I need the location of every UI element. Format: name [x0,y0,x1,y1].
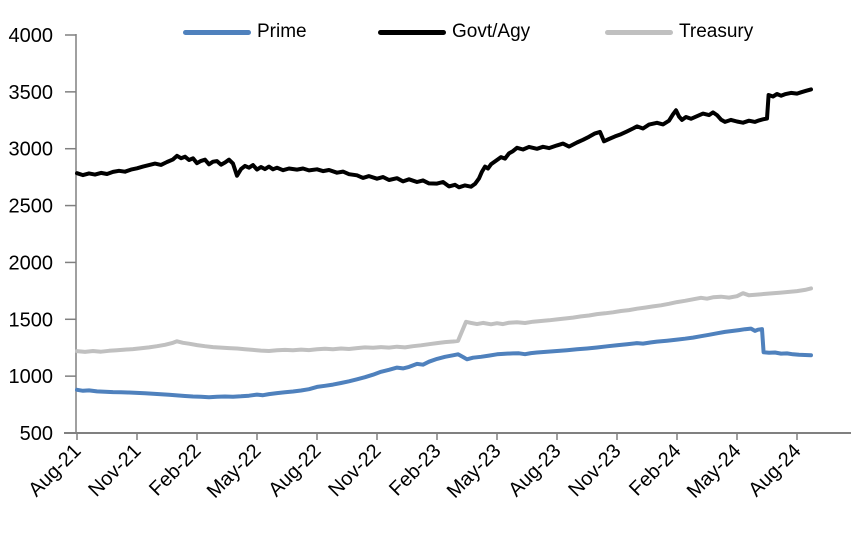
y-axis-label: 1000 [9,366,54,388]
legend-item-prime: Prime [183,20,307,44]
x-axis-label: Nov-22 [324,440,385,501]
legend-label-govt-agy: Govt/Agy [452,21,531,42]
x-axis-label: May-23 [443,440,506,503]
y-axis-label: 1500 [9,309,54,331]
legend-item-govt-agy: Govt/Agy [378,20,530,44]
y-axis-label: 3500 [9,82,54,104]
x-axis-label: Nov-21 [84,440,145,501]
y-axis-label: 2500 [9,196,54,218]
y-axis-label: 2000 [9,252,54,274]
x-axis-label: Feb-22 [145,440,205,500]
series-line-treasury [75,286,813,354]
y-axis-label: 3000 [9,139,54,161]
x-axis-label: Aug-21 [24,440,85,501]
x-axis-label: Aug-22 [264,440,325,501]
y-axis-label: 4000 [9,25,54,47]
govt-agy-line-sample [378,29,446,35]
x-axis-label: May-22 [203,440,266,503]
x-axis-label: Aug-24 [744,440,805,501]
chart-legend: Prime Govt/Agy Treasury [0,20,852,44]
x-axis-label: May-24 [683,440,746,503]
legend-item-treasury: Treasury [605,20,753,44]
y-axis-label: 500 [20,423,53,445]
series-line-prime [75,326,813,400]
prime-line-sample [183,29,251,35]
x-axis-label: Nov-23 [564,440,625,501]
x-axis-label: Feb-23 [385,440,445,500]
legend-label-treasury: Treasury [679,21,754,42]
treasury-line-sample [605,29,673,35]
x-axis-label: Aug-23 [504,440,565,501]
x-axis-label: Feb-24 [625,440,685,500]
legend-label-prime: Prime [257,21,307,42]
series-line-govt-agy [75,87,813,190]
